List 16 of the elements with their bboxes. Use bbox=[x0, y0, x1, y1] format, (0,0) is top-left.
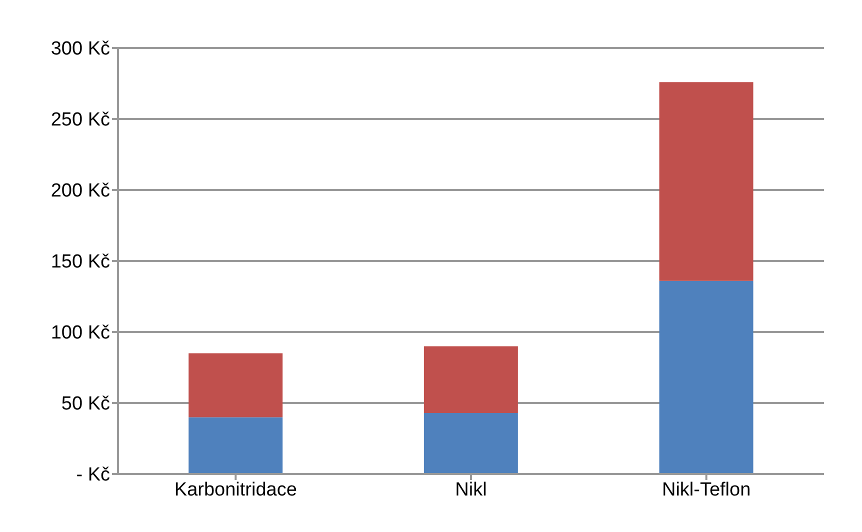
bar bbox=[188, 353, 283, 418]
x-tick-label: Nikl bbox=[455, 479, 487, 500]
y-tick-label: 50 Kč bbox=[61, 394, 110, 415]
y-tick-label: 300 Kč bbox=[50, 38, 110, 60]
bar bbox=[424, 346, 518, 413]
x-tick-label: Karbonitridace bbox=[174, 479, 297, 500]
y-tick-label: 250 Kč bbox=[50, 110, 110, 131]
bar bbox=[424, 412, 518, 474]
y-tick-label: 200 Kč bbox=[50, 180, 110, 202]
y-tick-label: 150 Kč bbox=[50, 252, 110, 273]
x-tick-label: Nikl-Teflon bbox=[662, 479, 751, 500]
y-tick-label: 100 Kč bbox=[50, 322, 110, 344]
bar bbox=[659, 280, 754, 474]
y-tick-label: - Kč bbox=[76, 464, 110, 486]
bar bbox=[188, 417, 283, 474]
bar bbox=[659, 82, 754, 281]
